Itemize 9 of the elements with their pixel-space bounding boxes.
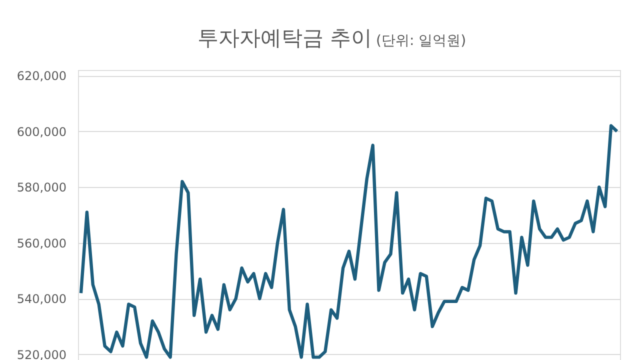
y-tick-label: 620,000 <box>16 69 66 84</box>
y-tick-label: 600,000 <box>16 124 66 139</box>
y-tick-label: 580,000 <box>16 180 66 195</box>
y-tick-label: 560,000 <box>16 236 66 250</box>
y-tick-label: 540,000 <box>16 292 66 306</box>
chart-subtitle: (단위: 일억원) <box>376 33 466 49</box>
line-series <box>79 124 619 359</box>
y-tick-label: 520,000 <box>16 348 66 360</box>
chart-title: 투자자예탁금 추이 <box>197 26 372 50</box>
